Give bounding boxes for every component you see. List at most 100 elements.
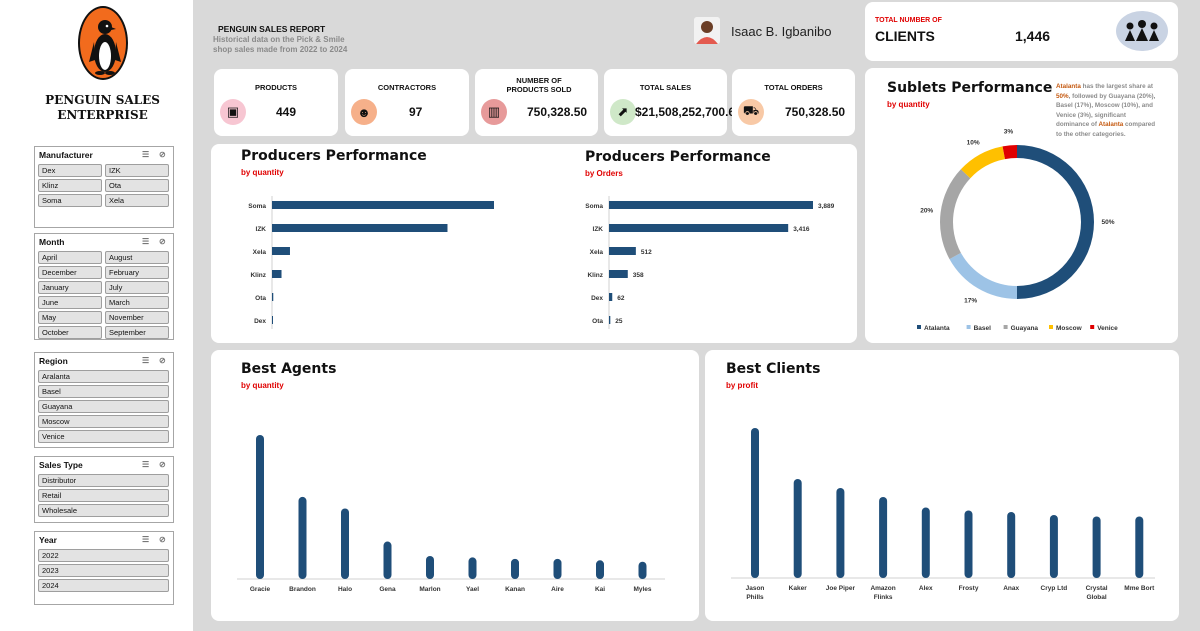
donut-slice <box>940 169 971 260</box>
sublets-subtitle: by quantity <box>887 100 930 109</box>
slicer-item[interactable]: Distributor <box>38 474 169 487</box>
brand-name: PENGUIN SALES ENTERPRISE <box>45 93 160 122</box>
slicer-item[interactable]: Xela <box>105 194 169 207</box>
category-label: Myles <box>633 586 651 593</box>
slicer-item[interactable]: 2022 <box>38 549 169 562</box>
multi-select-icon[interactable]: ☰ <box>142 535 150 544</box>
slicer-item[interactable]: Aralanta <box>38 370 169 383</box>
clear-filter-icon[interactable]: ⊘ <box>159 460 166 469</box>
slicer-item[interactable]: October <box>38 326 102 339</box>
slicer-item[interactable]: Moscow <box>38 415 169 428</box>
slicer-title: Region <box>39 356 68 366</box>
slicer-item[interactable]: January <box>38 281 102 294</box>
category-label: Ota <box>592 318 603 325</box>
note-14: to the other categories. <box>1056 130 1126 138</box>
kpi-value: 449 <box>276 105 297 119</box>
note-3: Guayana <box>1108 92 1136 100</box>
agents-chart: Gracie Brandon Halo Gena Marlon Yael Kanan Aire… <box>237 435 665 593</box>
category-label: Soma <box>585 203 603 210</box>
category-label: Jason <box>746 585 765 592</box>
multi-select-icon[interactable]: ☰ <box>142 237 150 246</box>
category-label: Alex <box>919 585 933 592</box>
bar <box>272 316 273 324</box>
multi-select-icon[interactable]: ☰ <box>142 150 150 159</box>
slicer-item[interactable]: September <box>105 326 169 339</box>
report-desc-2: shop sales made from 2022 to 2024 <box>213 45 348 54</box>
note-4: (20%), <box>1135 92 1156 100</box>
agents-card: Best Agents by quantity Gracie Brandon Hal… <box>211 350 699 621</box>
bar <box>1135 516 1144 578</box>
slicer-item[interactable]: May <box>38 311 102 324</box>
kpi-title: CONTRACTORS <box>377 83 437 92</box>
kpi-card: TOTAL SALES ⬈ $21,508,252,700.67 <box>604 69 742 136</box>
slicer-item[interactable]: April <box>38 251 102 264</box>
slicer-item[interactable]: Soma <box>38 194 102 207</box>
note-5: Basel <box>1056 102 1073 109</box>
bar <box>553 558 562 579</box>
slicer-item[interactable]: IZK <box>105 164 169 177</box>
best-clients-card: Best Clients by profit Jason Phills Kaker J… <box>705 350 1179 621</box>
slicer-item[interactable]: 2024 <box>38 579 169 592</box>
slicer-item[interactable]: Dex <box>38 164 102 177</box>
kpi-title: PRODUCTS <box>254 83 298 92</box>
bar <box>272 201 494 209</box>
note-2: , followed by <box>1068 92 1109 100</box>
kpi-card: NUMBER OF PRODUCTS SOLD ▥ 750,328.50 <box>475 69 598 136</box>
clear-filter-icon[interactable]: ⊘ <box>159 356 166 365</box>
sales-growth-icon: ⬈ <box>610 99 636 125</box>
slicer-item[interactable]: February <box>105 266 169 279</box>
category-label: Klinz <box>250 272 266 279</box>
slicer-header: Region ☰ ⊘ <box>35 353 173 369</box>
slicer-item[interactable]: Basel <box>38 385 169 398</box>
slicer-item[interactable]: August <box>105 251 169 264</box>
category-label: Halo <box>338 586 352 593</box>
clear-filter-icon[interactable]: ⊘ <box>159 237 166 246</box>
multi-select-icon[interactable]: ☰ <box>142 460 150 469</box>
slicer-item[interactable]: Retail <box>38 489 169 502</box>
slicer-item[interactable]: November <box>105 311 169 324</box>
slicer-item[interactable]: 2023 <box>38 564 169 577</box>
slicer-item[interactable]: Guayana <box>38 400 169 413</box>
sublets-title: Sublets Performance <box>887 80 1053 96</box>
category-label: Amazon <box>870 585 895 592</box>
bar <box>272 270 282 278</box>
kpi-value: $21,508,252,700.67 <box>635 105 742 119</box>
slice-label: 3% <box>1004 128 1014 135</box>
legend-swatch <box>917 325 921 329</box>
clear-filter-icon[interactable]: ⊘ <box>159 535 166 544</box>
report-title: PENGUIN SALES REPORT <box>218 24 326 34</box>
slicer-item[interactable]: December <box>38 266 102 279</box>
category-label: Mme Bort <box>1124 585 1155 592</box>
avatar <box>694 17 720 44</box>
kpi-card: TOTAL ORDERS ⛟ 750,328.50 <box>732 69 855 136</box>
data-label: 358 <box>633 272 644 279</box>
note-7: Moscow <box>1094 102 1120 109</box>
multi-select-icon[interactable]: ☰ <box>142 356 150 365</box>
slicer-item[interactable]: June <box>38 296 102 309</box>
people-icon <box>1116 11 1168 51</box>
category-label: Kaker <box>789 585 808 592</box>
bar <box>272 224 448 232</box>
kpi-title: TOTAL SALES <box>639 83 692 92</box>
category-label: Crystal <box>1086 585 1108 592</box>
slicer-item[interactable]: Venice <box>38 430 169 443</box>
slicer-item[interactable]: March <box>105 296 169 309</box>
sublets-card: Sublets Performance by quantity Atalanta… <box>865 68 1178 343</box>
bar <box>879 497 888 578</box>
slicer-item[interactable]: Ota <box>105 179 169 192</box>
bar <box>609 224 789 232</box>
bar <box>1007 512 1016 578</box>
category-label: Global <box>1086 594 1106 601</box>
bar <box>272 247 290 255</box>
producers-orders-title: Producers Performance <box>585 149 771 165</box>
note-11: dominance of <box>1056 121 1099 128</box>
data-label: 3,889 <box>818 203 835 210</box>
legend-swatch <box>1049 325 1053 329</box>
clear-filter-icon[interactable]: ⊘ <box>159 150 166 159</box>
slicer-item[interactable]: Wholesale <box>38 504 169 517</box>
slicer-region: Region ☰ ⊘ Aralanta Basel Guayana Moscow Venice <box>34 352 174 448</box>
cart-icon: ⛟ <box>738 99 764 125</box>
slicer-item[interactable]: July <box>105 281 169 294</box>
slicer-item[interactable]: Klinz <box>38 179 102 192</box>
slice-label: 10% <box>967 139 980 146</box>
